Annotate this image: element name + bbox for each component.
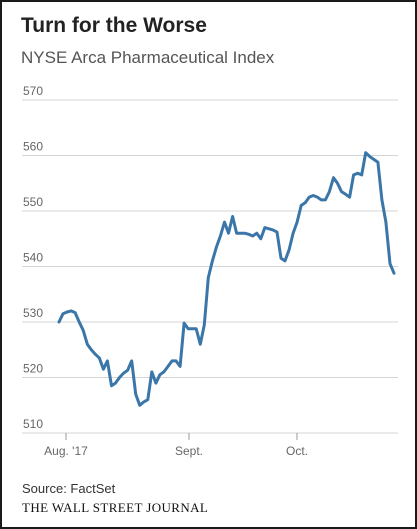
series-line-0 bbox=[57, 151, 396, 407]
y-tick-label: 520 bbox=[23, 362, 43, 376]
y-tick-label: 570 bbox=[23, 84, 43, 98]
x-tick-label: Oct. bbox=[286, 444, 308, 458]
chart-subtitle: NYSE Arca Pharmaceutical Index bbox=[21, 48, 275, 67]
chart-title: Turn for the Worse bbox=[21, 14, 207, 37]
x-tick-label: Aug. '17 bbox=[44, 444, 88, 458]
y-tick-label: 550 bbox=[23, 195, 43, 209]
x-tick-label: Sept. bbox=[175, 444, 203, 458]
y-tick-label: 560 bbox=[23, 140, 43, 154]
y-tick-label: 530 bbox=[23, 306, 43, 320]
publisher-name: THE WALL STREET JOURNAL bbox=[22, 500, 209, 515]
source-note: Source: FactSet bbox=[22, 481, 116, 496]
y-tick-label: 510 bbox=[23, 417, 43, 431]
y-tick-label: 540 bbox=[23, 251, 43, 265]
